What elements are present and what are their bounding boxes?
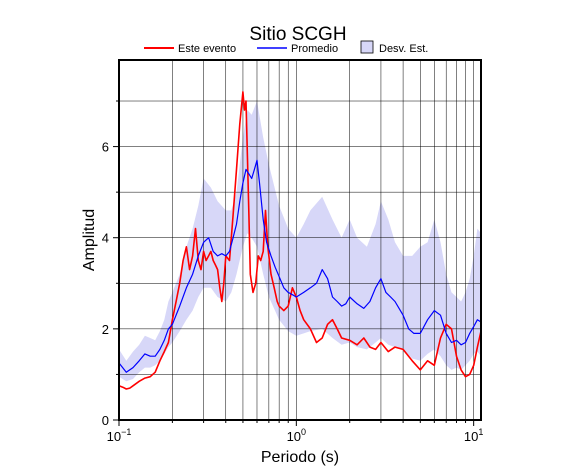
std-dev-band — [119, 101, 481, 382]
plot-frame — [118, 59, 482, 421]
series-line-promedio — [118, 159, 482, 373]
legend-label-event: Este evento — [178, 43, 236, 55]
legend-label-band: Desv. Est. — [379, 43, 428, 55]
y-axis-label: Amplitud — [81, 209, 98, 271]
legend: Este evento Promedio Desv. Est. — [144, 40, 428, 55]
y-tick-label: 0 — [102, 413, 109, 428]
plot-area — [118, 60, 482, 420]
x-tick-label: 10−1 — [107, 427, 132, 444]
series-line-este-evento — [118, 91, 482, 390]
y-tick-label: 2 — [102, 322, 109, 337]
x-axis-label: Periodo (s) — [261, 449, 339, 466]
y-tick-label: 4 — [102, 231, 109, 246]
y-tick-label: 6 — [102, 140, 109, 155]
x-tick-label: 101 — [464, 427, 483, 444]
x-tick-label: 100 — [287, 427, 306, 444]
chart-title: Sitio SCGH — [249, 24, 346, 45]
legend-label-mean: Promedio — [291, 43, 338, 55]
legend-swatch-band — [360, 40, 374, 54]
